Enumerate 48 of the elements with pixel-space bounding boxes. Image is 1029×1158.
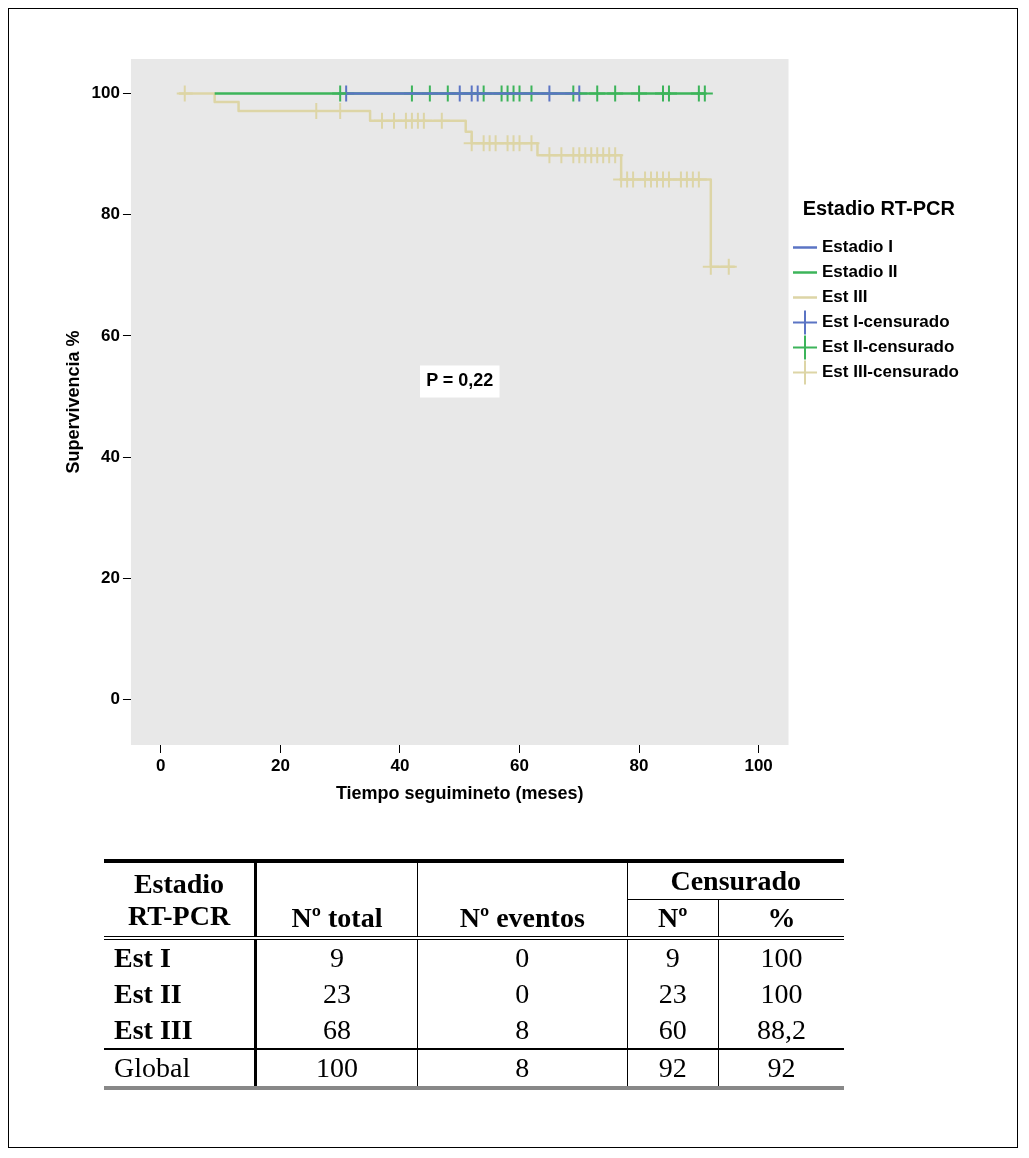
category-label: % [718,899,844,938]
category-label: Est II [114,978,182,1009]
text: 100 [315,1052,358,1083]
y-tick-label: 20 [101,568,120,588]
text: 100 [760,942,803,973]
y-tick-label: 100 [91,83,120,103]
text: 60 [658,1014,687,1045]
text: 23 [658,978,687,1009]
x-tick-label: 0 [156,755,166,775]
text: 8 [515,1052,530,1083]
text: 0 [515,942,530,973]
category-label: Est I [114,942,171,973]
x-tick-label: 60 [510,755,529,775]
category-label: Global [114,1052,191,1083]
category-label: Nº [627,899,719,938]
legend-label: Estadio I [822,237,893,257]
y-tick-label: 60 [101,325,120,345]
text: 68 [322,1014,351,1045]
text: 9 [329,942,344,973]
annotation: P = 0,22 [426,370,494,391]
category-label: Est III [114,1014,193,1045]
legend-label: Est III-censurado [822,362,959,382]
legend-label: Est II-censurado [822,337,955,357]
legend-title: Estadio RT-PCR [802,196,956,219]
text: 23 [322,978,351,1009]
x-tick-label: 20 [270,755,290,775]
text: Estadio RT-PCR [104,861,256,938]
y-axis-title: Supervivencia % [62,330,83,474]
x-axis-title: Tiempo seguimineto (meses) [335,783,584,804]
text: 9 [665,942,680,973]
category-label: Nº total [255,861,418,938]
legend-label: Estadio II [822,262,898,282]
legend-label: Est III [822,287,868,307]
y-tick-label: 40 [101,446,120,466]
legend-label: Est I-censurado [822,312,950,332]
x-tick-label: 80 [629,755,649,775]
y-tick-label: 0 [110,689,120,709]
text: 0 [515,978,530,1009]
category-label: Nº eventos [417,861,628,938]
text: 92 [767,1052,796,1083]
y-tick-label: 80 [101,204,120,224]
x-tick-label: 100 [744,755,773,775]
x-tick-label: 40 [390,755,410,775]
text: 92 [658,1052,687,1083]
text: 100 [760,978,803,1009]
text: 88,2 [756,1014,806,1045]
text: Censurado [627,861,844,900]
text: 8 [515,1014,530,1045]
